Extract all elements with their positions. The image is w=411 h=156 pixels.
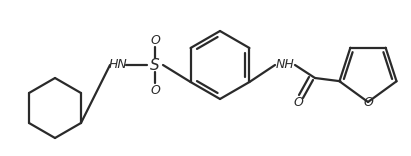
Text: O: O [150, 34, 160, 46]
Text: S: S [150, 58, 160, 73]
Text: O: O [150, 83, 160, 97]
Text: NH: NH [276, 58, 294, 71]
Text: O: O [363, 95, 373, 109]
Text: O: O [293, 97, 303, 110]
Text: HN: HN [109, 58, 127, 71]
